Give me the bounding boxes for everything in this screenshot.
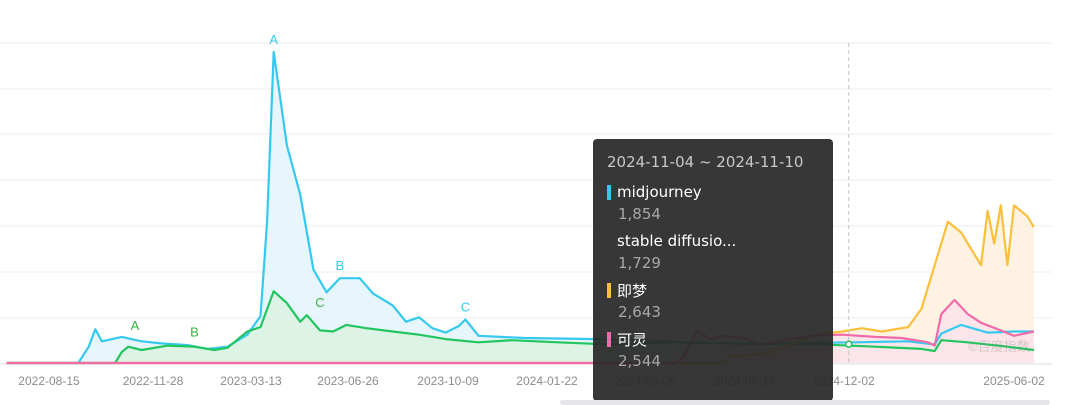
annotation-b: B <box>335 258 344 273</box>
tooltip-series-name: midjourney <box>607 181 833 203</box>
tooltip-series-name: stable diffusio... <box>607 230 833 252</box>
watermark: ©百度指数 <box>968 339 1030 354</box>
x-tick-label: 2022-11-28 <box>123 374 184 388</box>
x-tick-label: 2023-10-09 <box>417 374 479 388</box>
hover-tooltip: 2024-11-04 ~ 2024-11-10 midjourney 1,854 s… <box>593 139 833 401</box>
series-color-swatch <box>607 184 611 200</box>
tooltip-series-value: 2,544 <box>618 352 661 370</box>
x-tick-label: 2024-01-22 <box>516 374 578 388</box>
horizontal-scrollbar[interactable] <box>560 400 1050 405</box>
tooltip-series-label: midjourney <box>617 183 702 201</box>
annotation-c: C <box>315 295 324 310</box>
series-line-0 <box>6 50 1034 365</box>
tooltip-series-label: 可灵 <box>617 330 648 349</box>
tooltip-item: 可灵 2,544 <box>607 328 833 372</box>
tooltip-series-value: 1,854 <box>618 205 661 223</box>
annotation-c: C <box>461 300 470 315</box>
series-color-swatch <box>607 234 611 249</box>
annotation-a: A <box>131 318 140 333</box>
tooltip-series-name: 即梦 <box>607 279 833 301</box>
x-tick-label: 2022-08-15 <box>18 374 80 388</box>
tooltip-series-value: 2,643 <box>618 303 661 321</box>
tooltip-item: midjourney 1,854 <box>607 181 833 225</box>
x-tick-label: 2023-03-13 <box>220 374 282 388</box>
tooltip-series-label: 即梦 <box>617 281 648 300</box>
annotation-a: A <box>269 32 278 47</box>
tooltip-series-label: stable diffusio... <box>617 232 737 250</box>
tooltip-items: midjourney 1,854 stable diffusio... 1,729 即梦… <box>607 181 833 372</box>
series-color-swatch <box>607 331 611 347</box>
tooltip-item: 即梦 2,643 <box>607 279 833 323</box>
series-line-1 <box>6 290 1034 365</box>
hover-point <box>845 340 853 348</box>
x-tick-label: 2023-06-26 <box>317 374 379 388</box>
tooltip-series-name: 可灵 <box>607 328 833 350</box>
tooltip-item: stable diffusio... 1,729 <box>607 230 833 274</box>
x-tick-label: 2025-06-02 <box>983 374 1045 388</box>
series-area-0 <box>6 52 1034 363</box>
tooltip-date-range: 2024-11-04 ~ 2024-11-10 <box>607 153 804 171</box>
series-color-swatch <box>607 282 611 298</box>
tooltip-series-value: 1,729 <box>618 254 661 272</box>
annotation-b: B <box>190 325 199 340</box>
